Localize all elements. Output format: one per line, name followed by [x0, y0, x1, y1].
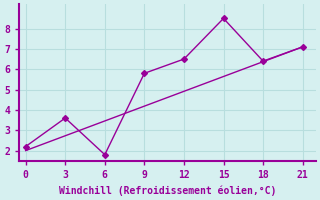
X-axis label: Windchill (Refroidissement éolien,°C): Windchill (Refroidissement éolien,°C): [59, 185, 276, 196]
